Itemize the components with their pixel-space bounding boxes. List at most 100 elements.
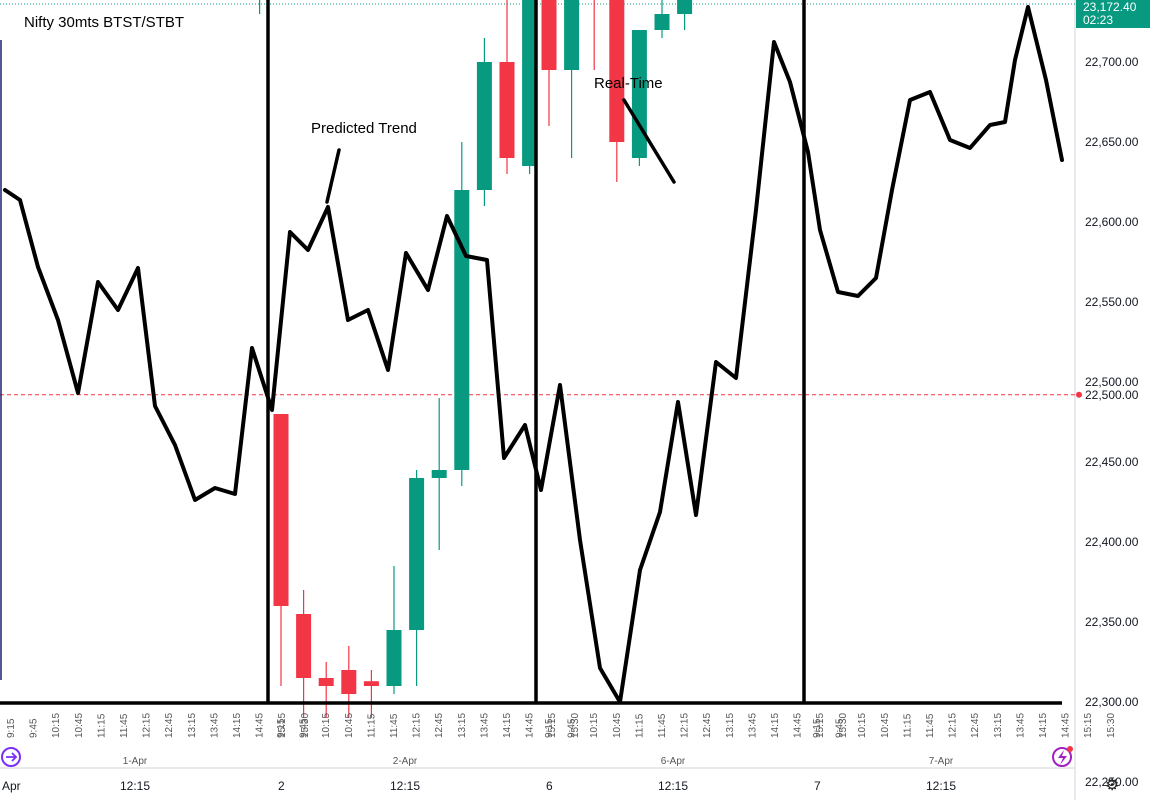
time-label: 12:45: [970, 713, 981, 738]
candle-body: [318, 678, 334, 686]
time-label: 11:15: [366, 713, 377, 738]
time-label: 12:15: [680, 713, 691, 738]
time-label: 12:45: [702, 713, 713, 738]
candle-body: [341, 670, 357, 694]
time-label: 13:45: [1015, 713, 1026, 738]
time-label: 14:45: [525, 713, 536, 738]
time-label: 15:15: [547, 713, 558, 738]
predicted-trend-line: [3, 5, 1064, 704]
gear-icon[interactable]: ⚙: [1105, 777, 1120, 794]
time-label: 13:45: [747, 713, 758, 738]
annotation-predicted-trend: Predicted Trend: [311, 120, 417, 137]
time-label: 10:15: [51, 713, 62, 738]
time-label: 14:45: [255, 713, 266, 738]
axis-day-start: 6: [546, 779, 553, 793]
day-label: 7-Apr: [929, 756, 954, 767]
time-label: 14:45: [793, 713, 804, 738]
candle-body: [363, 681, 379, 686]
time-label: 9:15: [544, 718, 555, 738]
candle-body: [499, 62, 515, 158]
time-label: 9:15: [812, 718, 823, 738]
axis-mid-time: 12:15: [390, 779, 420, 793]
time-label: 12:45: [434, 713, 445, 738]
day-label: 6-Apr: [661, 756, 686, 767]
time-label: 15:30: [570, 713, 581, 738]
time-label: 11:45: [389, 713, 400, 738]
y-tick-label: 22,300.00: [1085, 695, 1139, 709]
time-label: 9:15: [276, 718, 287, 738]
time-label: 10:45: [612, 713, 623, 738]
annotation-real-time: Real-Time: [594, 75, 663, 92]
time-label: 11:45: [925, 713, 936, 738]
time-label: 14:15: [1038, 713, 1049, 738]
candle-body: [631, 30, 647, 158]
axis-mid-time: 12:15: [926, 779, 956, 793]
time-label: 13:45: [209, 713, 220, 738]
candle-body: [654, 14, 670, 30]
time-label: 12:15: [948, 713, 959, 738]
time-label: 9:15: [6, 718, 17, 738]
time-label: 14:15: [770, 713, 781, 738]
last-price-value: 23,172.40: [1083, 0, 1137, 14]
time-label: 10:15: [857, 713, 868, 738]
time-label: 13:15: [993, 713, 1004, 738]
time-label: 15:30: [300, 713, 311, 738]
lightning-icon: [1052, 747, 1072, 767]
time-label: 15:15: [277, 713, 288, 738]
candle-body: [522, 0, 538, 166]
time-label: 9:45: [29, 718, 40, 738]
axis-mid-time: 12:15: [120, 779, 150, 793]
time-label: 10:15: [321, 713, 332, 738]
candle-body: [273, 414, 289, 606]
day-label: 2-Apr: [393, 756, 418, 767]
time-label: 9:45: [567, 718, 578, 738]
y-tick-label: 22,250.00: [1085, 775, 1139, 789]
time-label: 9:45: [835, 718, 846, 738]
y-tick-label: 22,650.00: [1085, 135, 1139, 149]
y-tick-label: 22,350.00: [1085, 615, 1139, 629]
candle-body: [454, 190, 470, 470]
pointer-predicted: [325, 148, 341, 204]
lightning-icon-bolt: [1058, 750, 1067, 765]
time-label: 10:45: [880, 713, 891, 738]
time-label: 11:15: [96, 713, 107, 738]
time-label: 15:30: [1106, 713, 1117, 738]
candle-body: [564, 0, 580, 70]
y-tick-label: 22,400.00: [1085, 535, 1139, 549]
candle-body: [296, 614, 312, 678]
time-label: 10:15: [589, 713, 600, 738]
candle-body: [386, 630, 402, 686]
reference-marker: [1076, 391, 1082, 398]
day-label: 1-Apr: [123, 756, 148, 767]
replay-icon: [1, 747, 21, 767]
candle-body: [541, 0, 557, 70]
candle-body: [476, 62, 492, 190]
time-label: 11:45: [657, 713, 668, 738]
y-tick-label: 22,550.00: [1085, 295, 1139, 309]
time-label: 13:15: [187, 713, 198, 738]
last-price-badge: 23,172.40 02:23: [1076, 0, 1150, 28]
axis-day-start: 7: [814, 779, 821, 793]
time-label: 10:45: [74, 713, 85, 738]
time-label: 11:15: [634, 713, 645, 738]
reference-price-label: 22,500.00: [1085, 388, 1139, 402]
time-label: 13:15: [725, 713, 736, 738]
y-tick-label: 22,500.00: [1085, 375, 1139, 389]
y-tick-label: 22,700.00: [1085, 55, 1139, 69]
time-label: 9:45: [299, 718, 310, 738]
candle-body: [677, 0, 693, 14]
time-label: 12:45: [164, 713, 175, 738]
time-label: 13:45: [479, 713, 490, 738]
candle-body: [409, 478, 425, 630]
last-price-countdown: 02:23: [1083, 13, 1114, 27]
candle-body: [609, 0, 625, 142]
y-tick-label: 22,450.00: [1085, 455, 1139, 469]
time-label: 11:45: [119, 713, 130, 738]
time-label: 15:30: [838, 713, 849, 738]
time-label: 14:15: [502, 713, 513, 738]
pointer-real-time: [622, 98, 676, 184]
time-label: 11:15: [902, 713, 913, 738]
chart-title: Nifty 30mts BTST/STBT: [24, 14, 185, 31]
time-label: 12:15: [412, 713, 423, 738]
time-label: 12:15: [142, 713, 153, 738]
